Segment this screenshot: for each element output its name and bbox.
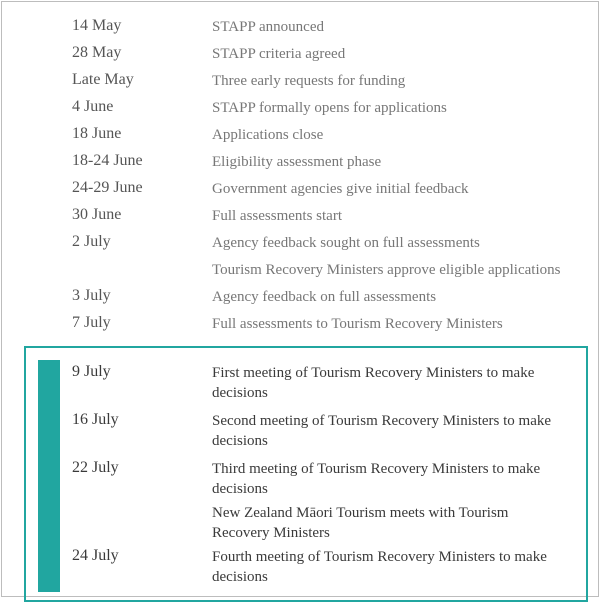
timeline-row: 18 JuneApplications close — [2, 122, 598, 149]
timeline-row: 28 MaySTAPP criteria agreed — [2, 41, 598, 68]
timeline-bar-segment — [38, 408, 60, 456]
timeline-date: 28 May — [72, 41, 212, 62]
timeline-row: 2 JulyAgency feedback sought on full ass… — [2, 230, 598, 257]
timeline-row: 3 JulyAgency feedback on full assessment… — [2, 284, 598, 311]
timeline-frame: 14 MaySTAPP announced28 MaySTAPP criteri… — [1, 1, 599, 597]
timeline-date: 3 July — [72, 284, 212, 305]
timeline-date: 22 July — [72, 456, 212, 477]
timeline-bar-segment — [38, 360, 60, 408]
timeline-desc: Applications close — [212, 122, 598, 145]
timeline-content: 14 MaySTAPP announced28 MaySTAPP criteri… — [2, 14, 598, 338]
timeline-desc: Agency feedback sought on full assessmen… — [212, 230, 598, 253]
timeline-desc: First meeting of Tourism Recovery Minist… — [212, 360, 586, 404]
timeline-date: 2 July — [72, 230, 212, 251]
timeline-date: 14 May — [72, 14, 212, 35]
timeline-date: 16 July — [72, 408, 212, 429]
timeline-desc: Agency feedback on full assessments — [212, 284, 598, 307]
timeline-bar-segment — [38, 456, 60, 500]
timeline-row: 24-29 JuneGovernment agencies give initi… — [2, 176, 598, 203]
bar-cell — [26, 360, 72, 408]
timeline-row: 30 JuneFull assessments start — [2, 203, 598, 230]
timeline-row: 24 JulyFourth meeting of Tourism Recover… — [26, 544, 586, 592]
timeline-date — [72, 257, 212, 260]
timeline-desc: New Zealand Māori Tourism meets with Tou… — [212, 500, 586, 544]
timeline-desc: Fourth meeting of Tourism Recovery Minis… — [212, 544, 586, 588]
timeline-date: 24-29 June — [72, 176, 212, 197]
timeline-row: New Zealand Māori Tourism meets with Tou… — [26, 500, 586, 544]
timeline-desc: Government agencies give initial feedbac… — [212, 176, 598, 199]
timeline-date: 24 July — [72, 544, 212, 565]
timeline-desc: Eligibility assessment phase — [212, 149, 598, 172]
bar-cell — [26, 456, 72, 500]
timeline-date: 30 June — [72, 203, 212, 224]
timeline-date: 9 July — [72, 360, 212, 381]
timeline-bar-segment — [38, 500, 60, 544]
timeline-desc: STAPP announced — [212, 14, 598, 37]
timeline-desc: Three early requests for funding — [212, 68, 598, 91]
timeline-desc: STAPP criteria agreed — [212, 41, 598, 64]
timeline-desc: Third meeting of Tourism Recovery Minist… — [212, 456, 586, 500]
timeline-date: 18-24 June — [72, 149, 212, 170]
timeline-row: 14 MaySTAPP announced — [2, 14, 598, 41]
highlight-box: 9 JulyFirst meeting of Tourism Recovery … — [24, 346, 588, 602]
timeline-date: 18 June — [72, 122, 212, 143]
timeline-row: 9 JulyFirst meeting of Tourism Recovery … — [26, 360, 586, 408]
timeline-date: Late May — [72, 68, 212, 89]
timeline-row: 7 JulyFull assessments to Tourism Recove… — [2, 311, 598, 338]
timeline-row: 16 JulySecond meeting of Tourism Recover… — [26, 408, 586, 456]
timeline-date: 7 July — [72, 311, 212, 332]
timeline-desc: Full assessments to Tourism Recovery Min… — [212, 311, 598, 334]
bar-cell — [26, 408, 72, 456]
timeline-desc: Tourism Recovery Ministers approve eligi… — [212, 257, 598, 280]
timeline-desc: STAPP formally opens for applications — [212, 95, 598, 118]
timeline-row: 4 JuneSTAPP formally opens for applicati… — [2, 95, 598, 122]
timeline-date — [72, 500, 212, 503]
timeline-row: Late MayThree early requests for funding — [2, 68, 598, 95]
timeline-desc: Full assessments start — [212, 203, 598, 226]
bar-cell — [26, 500, 72, 544]
timeline-desc: Second meeting of Tourism Recovery Minis… — [212, 408, 586, 452]
timeline-row: Tourism Recovery Ministers approve eligi… — [2, 257, 598, 284]
timeline-row: 18-24 JuneEligibility assessment phase — [2, 149, 598, 176]
timeline-date: 4 June — [72, 95, 212, 116]
timeline-row: 22 JulyThird meeting of Tourism Recovery… — [26, 456, 586, 500]
bar-cell — [26, 544, 72, 592]
timeline-bar-segment — [38, 544, 60, 592]
